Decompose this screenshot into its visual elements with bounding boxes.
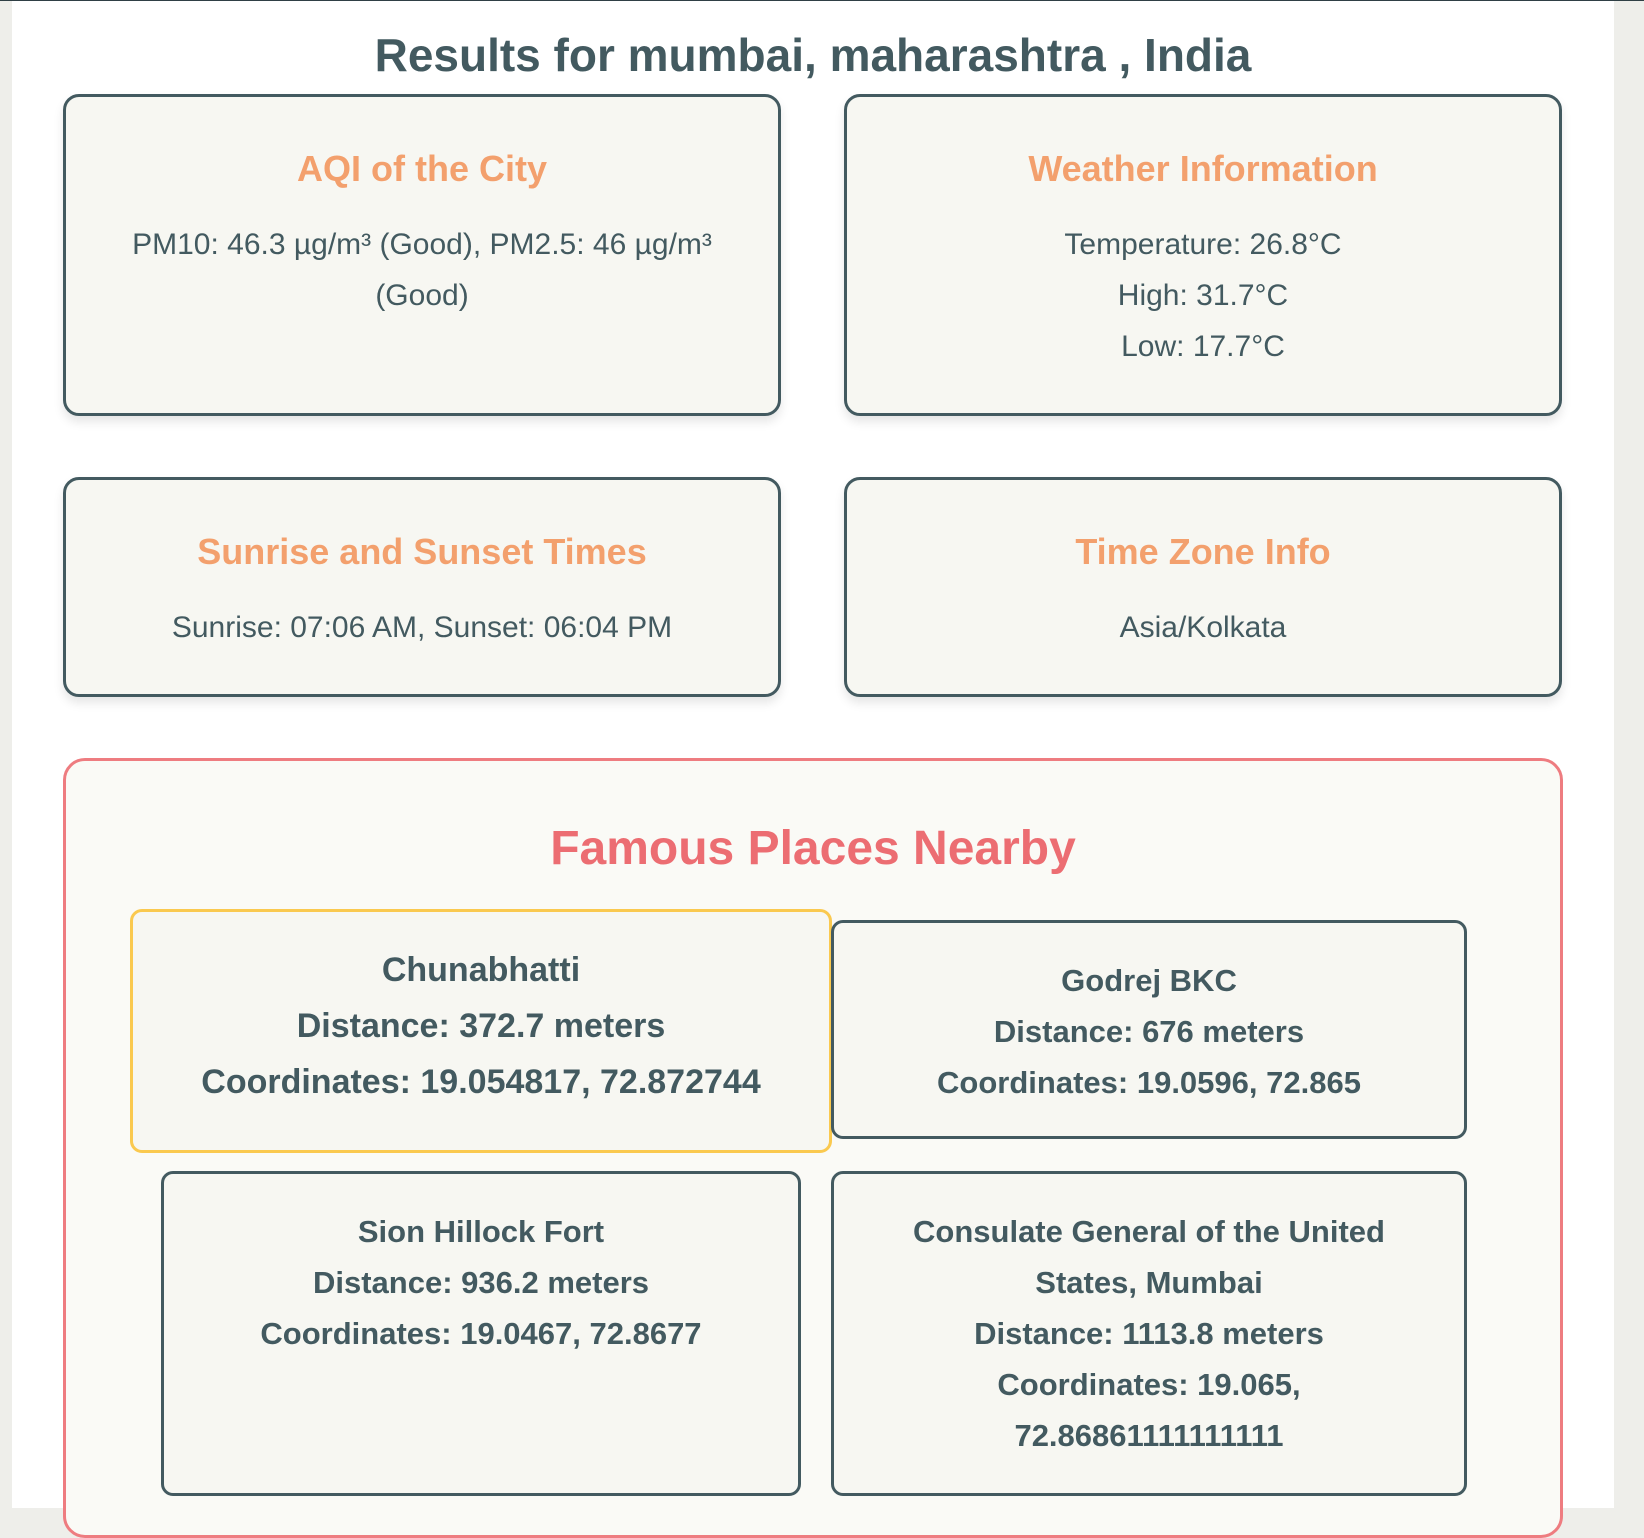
weather-temperature: Temperature: 26.8°C [1064,228,1342,261]
page-title: Results for mumbai, maharashtra , India [374,29,1252,81]
place-name: Sion Hillock Fort [357,1214,605,1249]
famous-places-heading: Famous Places Nearby [550,822,1076,875]
place-distance: Distance: 676 meters [993,1014,1305,1049]
place-coordinates: Coordinates: 19.0467, 72.8677 [260,1316,702,1351]
aqi-card: AQI of the City PM10: 46.3 µg/m³ (Good),… [63,94,781,416]
place-distance: Distance: 936.2 meters [312,1265,650,1300]
top-border-line [0,0,1644,1]
place-name: Consulate General of the United States, … [913,1214,1385,1300]
place-name: Godrej BKC [1061,963,1237,998]
place-card-us-consulate[interactable]: Consulate General of the United States, … [831,1171,1467,1496]
place-coordinates: Coordinates: 19.0596, 72.865 [937,1065,1361,1100]
timezone-card: Time Zone Info Asia/Kolkata [844,477,1562,697]
place-card-godrej-bkc[interactable]: Godrej BKC Distance: 676 meters Coordina… [831,920,1467,1139]
aqi-heading: AQI of the City [297,148,547,189]
sunrise-sunset-card: Sunrise and Sunset Times Sunrise: 07:06 … [63,477,781,697]
place-coordinates: Coordinates: 19.065, 72.86861111111111 [997,1367,1301,1453]
weather-high: High: 31.7°C [1117,279,1289,312]
weather-body: Temperature: 26.8°C High: 31.7°C Low: 17… [847,219,1559,372]
weather-heading: Weather Information [1028,148,1378,189]
sunrise-sunset-text: Sunrise: 07:06 AM, Sunset: 06:04 PM [171,611,673,644]
place-card-chunabhatti[interactable]: Chunabhatti Distance: 372.7 meters Coord… [130,909,832,1153]
place-name: Chunabhatti [381,951,581,989]
place-card-sion-hillock-fort[interactable]: Sion Hillock Fort Distance: 936.2 meters… [161,1171,801,1496]
place-distance: Distance: 1113.8 meters [974,1316,1324,1351]
place-distance: Distance: 372.7 meters [296,1007,666,1045]
famous-places-section: Famous Places Nearby Chunabhatti Distanc… [63,758,1563,1538]
weather-low: Low: 17.7°C [1121,330,1285,363]
timezone-heading: Time Zone Info [1075,531,1331,572]
weather-card: Weather Information Temperature: 26.8°C … [844,94,1562,416]
place-coordinates: Coordinates: 19.054817, 72.872744 [201,1063,761,1101]
results-page: Results for mumbai, maharashtra , India … [12,1,1614,1538]
timezone-text: Asia/Kolkata [1119,611,1287,644]
aqi-text: PM10: 46.3 µg/m³ (Good), PM2.5: 46 µg/m³… [132,228,712,312]
sunrise-sunset-heading: Sunrise and Sunset Times [197,531,647,572]
